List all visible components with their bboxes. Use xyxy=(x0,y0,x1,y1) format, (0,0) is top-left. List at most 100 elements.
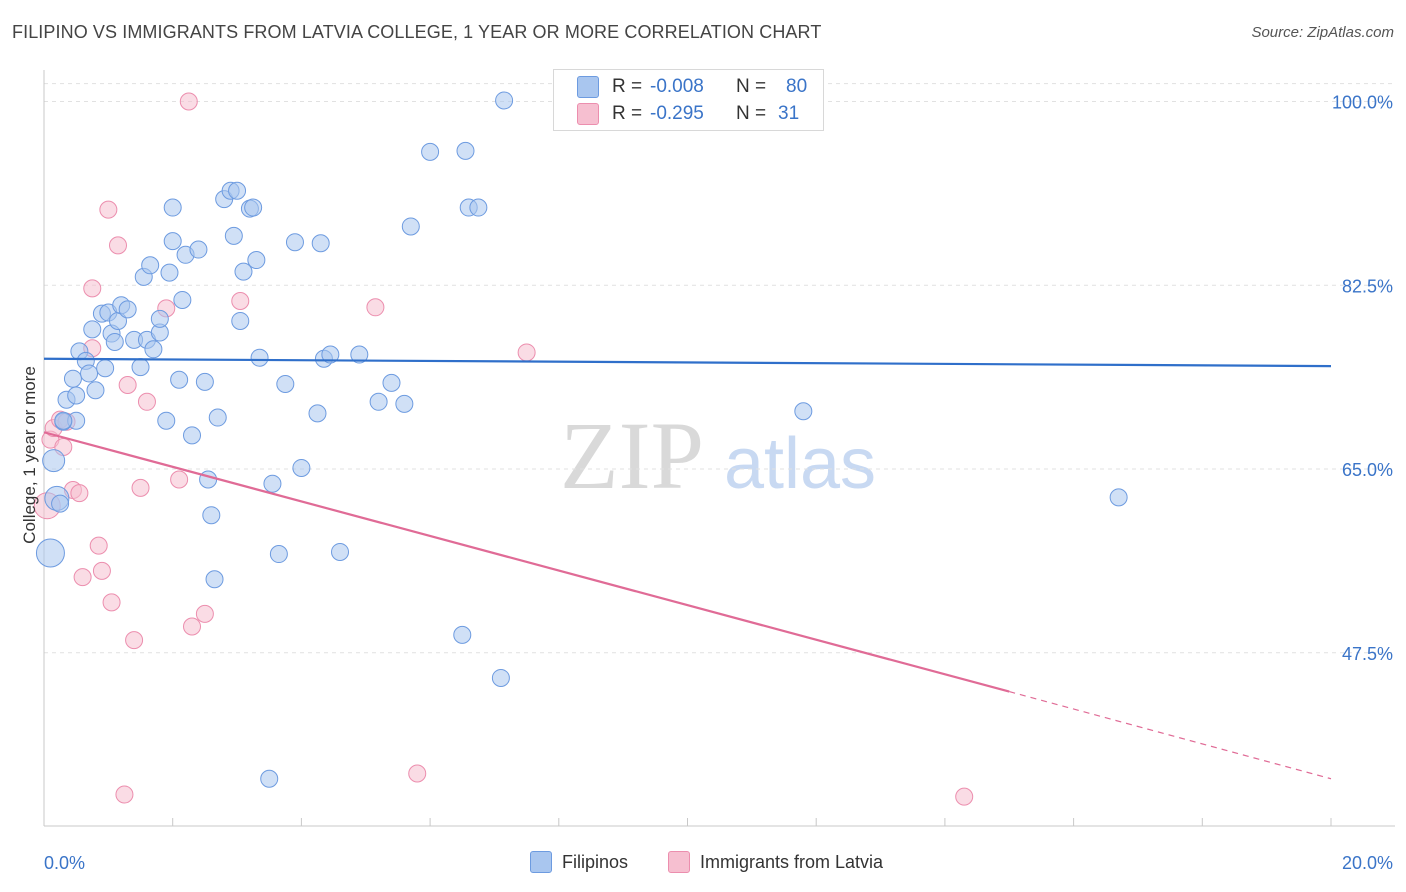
latvia-point xyxy=(170,470,189,489)
filipino-point xyxy=(292,458,311,477)
filipino-point xyxy=(794,402,813,421)
filipino-point xyxy=(228,181,247,200)
filipino-points xyxy=(35,91,1128,788)
legend-r-value: -0.295 xyxy=(650,103,704,124)
filipino-point xyxy=(250,348,269,367)
latvia-point xyxy=(179,92,198,111)
latvia-point xyxy=(125,631,144,650)
legend-r-value: -0.008 xyxy=(650,76,704,97)
latvia-point xyxy=(109,236,128,255)
filipino-point xyxy=(205,570,224,589)
filipino-point xyxy=(395,394,414,413)
filipino-point xyxy=(208,408,227,427)
filipino-point xyxy=(173,290,192,309)
legend-n-label: N = xyxy=(736,76,767,97)
filipino-point xyxy=(42,449,66,473)
filipino-trend-line xyxy=(43,357,1332,368)
filipino-point xyxy=(311,234,330,253)
watermark: ZIP atlas xyxy=(560,402,876,509)
legend-n-label: N = xyxy=(736,103,767,124)
watermark-zip: ZIP xyxy=(560,402,704,509)
latvia-point xyxy=(955,787,974,806)
filipino-point xyxy=(35,538,65,568)
filipino-point xyxy=(86,381,105,400)
y-tick-labels: 47.5% 65.0% 82.5% 100.0% xyxy=(1332,93,1393,664)
bottom-legend-latvia[interactable]: Immigrants from Latvia xyxy=(668,851,883,873)
filipino-point xyxy=(269,545,288,564)
legend-swatch-pink xyxy=(577,103,599,125)
filipino-point xyxy=(170,370,189,389)
filipino-point xyxy=(263,474,282,493)
filipino-point xyxy=(54,411,73,430)
filipino-point xyxy=(195,372,214,391)
latvia-point xyxy=(183,617,202,636)
filipino-point xyxy=(247,251,266,270)
latvia-point xyxy=(73,568,92,587)
latvia-point xyxy=(89,536,108,555)
filipino-point xyxy=(453,625,472,644)
latvia-point xyxy=(195,604,214,623)
y-tick-label: 82.5% xyxy=(1342,276,1393,296)
filipino-point xyxy=(276,374,295,393)
filipino-point xyxy=(67,386,86,405)
filipino-point xyxy=(163,198,182,217)
filipino-point xyxy=(350,345,369,364)
legend-n-value: 31 xyxy=(778,103,800,124)
legend-r-label: R = xyxy=(612,76,643,97)
filipino-point xyxy=(150,309,169,328)
filipino-point xyxy=(157,411,176,430)
filipino-point xyxy=(308,404,327,423)
y-tick-label: 100.0% xyxy=(1332,93,1393,113)
legend-row-latvia: R = -0.295 N = 31 xyxy=(554,101,825,127)
latvia-point xyxy=(99,200,118,219)
filipino-point xyxy=(495,91,514,110)
y-tick-label: 47.5% xyxy=(1342,644,1393,664)
latvia-point xyxy=(408,764,427,783)
filipino-point xyxy=(421,142,440,161)
source-credit: Source: ZipAtlas.com xyxy=(1251,24,1394,41)
filipino-point xyxy=(202,506,221,525)
legend-n-value: 80 xyxy=(786,76,808,97)
latvia-point xyxy=(70,484,89,503)
filipino-point xyxy=(199,470,218,489)
filipino-point xyxy=(321,345,340,364)
legend-swatch-blue xyxy=(577,76,599,98)
latvia-point xyxy=(131,478,150,497)
filipino-point xyxy=(96,359,115,378)
chart-title: FILIPINO VS IMMIGRANTS FROM LATVIA COLLE… xyxy=(12,22,822,42)
filipino-point xyxy=(285,233,304,252)
filipino-point xyxy=(224,226,243,245)
filipino-point xyxy=(456,141,475,160)
filipino-point xyxy=(369,392,388,411)
grid-lines xyxy=(44,83,1395,654)
legend-swatch-blue xyxy=(530,851,552,873)
filipino-point xyxy=(80,364,99,383)
filipino-point xyxy=(401,217,420,236)
bottom-legend-label: Immigrants from Latvia xyxy=(700,851,884,872)
correlation-legend: R = -0.008 N = 80 R = -0.295 N = 31 xyxy=(553,69,824,131)
legend-r-label: R = xyxy=(612,103,643,124)
legend-row-filipinos: R = -0.008 N = 80 xyxy=(554,74,825,100)
bottom-legend-filipinos[interactable]: Filipinos xyxy=(530,851,628,873)
latvia-point xyxy=(231,292,250,310)
filipino-point xyxy=(382,373,401,392)
filipino-point xyxy=(131,358,150,377)
latvia-points xyxy=(33,92,974,806)
filipino-point xyxy=(1109,488,1128,507)
latvia-point xyxy=(517,343,536,362)
axes xyxy=(43,70,1395,827)
bottom-legend: Filipinos Immigrants from Latvia xyxy=(0,851,1406,877)
latvia-point xyxy=(83,279,102,298)
filipino-point xyxy=(141,256,160,275)
latvia-trend-line xyxy=(43,431,1010,693)
filipino-point xyxy=(491,668,510,687)
filipino-point xyxy=(144,340,163,359)
filipino-point xyxy=(231,311,250,330)
trend-lines xyxy=(43,357,1332,780)
filipino-point xyxy=(105,332,124,351)
watermark-atlas: atlas xyxy=(724,424,876,504)
filipino-point xyxy=(160,263,179,282)
filipino-point xyxy=(63,369,82,388)
filipino-point xyxy=(51,494,70,513)
